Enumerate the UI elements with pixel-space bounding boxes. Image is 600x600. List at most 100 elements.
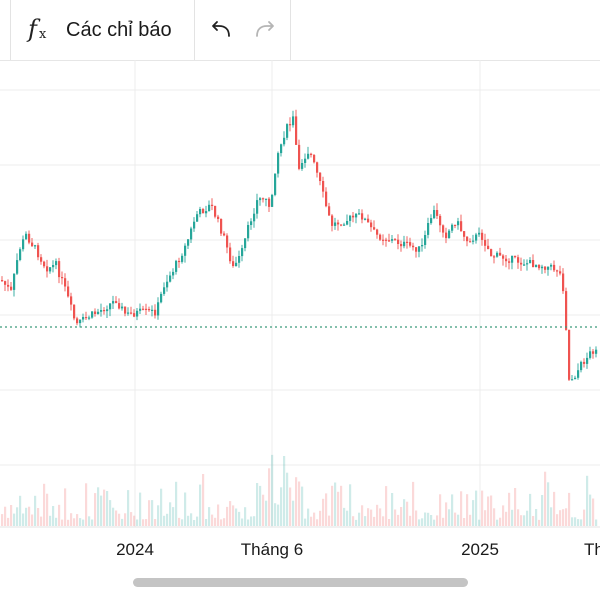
candle-body — [25, 233, 28, 240]
volume-bar — [265, 500, 268, 526]
volume-bar — [232, 505, 235, 526]
volume-bar — [61, 519, 64, 526]
volume-bar — [517, 509, 520, 526]
candle-body — [313, 155, 316, 163]
candle-body — [586, 357, 589, 364]
volume-bar — [163, 515, 166, 526]
volume-bar — [355, 519, 358, 526]
candle-body — [280, 144, 283, 154]
candle-body — [517, 257, 520, 263]
candle-body — [580, 361, 583, 371]
candle-body — [187, 239, 190, 246]
volume-bar — [589, 494, 592, 526]
candle-body — [400, 244, 403, 247]
candle-body — [235, 262, 238, 266]
volume-bar — [496, 519, 499, 526]
candle-body — [97, 311, 100, 314]
candle-body — [352, 215, 355, 218]
candle-body — [250, 221, 253, 225]
candle-body — [241, 248, 244, 257]
toolbar-divider — [10, 0, 11, 60]
candle-body — [82, 317, 85, 320]
volume-bar — [346, 510, 349, 526]
candle-body — [145, 308, 148, 310]
candle-body — [571, 379, 574, 381]
horizontal-scrollbar[interactable] — [133, 578, 468, 587]
volume-bar — [325, 493, 328, 526]
volume-bar — [118, 513, 121, 526]
candle-body — [133, 313, 136, 317]
candle-body — [418, 246, 421, 252]
candle-body — [325, 191, 328, 207]
candle-body — [460, 221, 463, 232]
volume-bar — [511, 509, 514, 526]
price-chart[interactable]: 2024 Tháng 6 2025 Th — [0, 60, 600, 600]
volume-bar — [388, 519, 391, 526]
candle-body — [343, 224, 346, 226]
candle-body — [439, 215, 442, 226]
candle-body — [79, 319, 82, 324]
volume-bar — [127, 490, 130, 526]
volume-bar — [493, 508, 496, 526]
candle-body — [202, 209, 205, 214]
candle-body — [319, 172, 322, 181]
volume-bar — [160, 488, 163, 526]
candle-body — [304, 158, 307, 163]
redo-button[interactable] — [248, 12, 282, 46]
volume-bar — [196, 516, 199, 526]
volume-bar — [91, 519, 94, 526]
candle-body — [559, 271, 562, 274]
candle-body — [190, 228, 193, 240]
volume-bar — [412, 481, 415, 526]
candle-body — [136, 310, 139, 317]
volume-bar — [67, 519, 70, 526]
volume-bar — [457, 514, 460, 526]
candle-body — [385, 239, 388, 241]
volume-bar — [217, 504, 220, 526]
candle-body — [445, 232, 448, 239]
candle-body — [340, 224, 343, 226]
x-tick-label: Th — [584, 540, 600, 559]
candle-body — [271, 194, 274, 207]
candle-body — [451, 224, 454, 231]
volume-bar — [418, 519, 421, 526]
candle-body — [562, 273, 565, 292]
volume-bar — [52, 506, 55, 526]
candle-body — [247, 225, 250, 239]
candle-body — [331, 215, 334, 226]
volume-bar — [43, 483, 46, 526]
candle-body — [196, 214, 199, 222]
candle-body — [310, 153, 313, 155]
volume-bar — [430, 515, 433, 526]
candle-body — [307, 153, 310, 159]
volume-bar — [223, 518, 226, 526]
volume-bar — [508, 492, 511, 526]
volume-bar — [373, 516, 376, 526]
volume-bar — [148, 500, 151, 526]
candle-body — [205, 211, 208, 214]
volume-bar — [367, 508, 370, 526]
candle-body — [217, 216, 220, 219]
candle-body — [109, 303, 112, 310]
undo-button[interactable] — [204, 12, 238, 46]
volume-bar — [544, 471, 547, 526]
volume-bar — [361, 505, 364, 526]
volume-bar — [460, 491, 463, 526]
volume-bar — [55, 517, 58, 526]
candle-body — [58, 261, 61, 278]
candle-body — [337, 222, 340, 225]
volume-bar — [28, 506, 31, 526]
candle-body — [334, 222, 337, 226]
volume-bar — [115, 510, 118, 526]
volume-bar — [472, 500, 475, 526]
candle-body — [391, 239, 394, 241]
candle-body — [487, 245, 490, 250]
candle-body — [520, 262, 523, 265]
candle-body — [370, 222, 373, 228]
volume-bar — [109, 500, 112, 526]
candle-body — [124, 306, 127, 314]
volume-bar — [31, 514, 34, 526]
candle-body — [574, 377, 577, 380]
candle-body — [481, 232, 484, 240]
